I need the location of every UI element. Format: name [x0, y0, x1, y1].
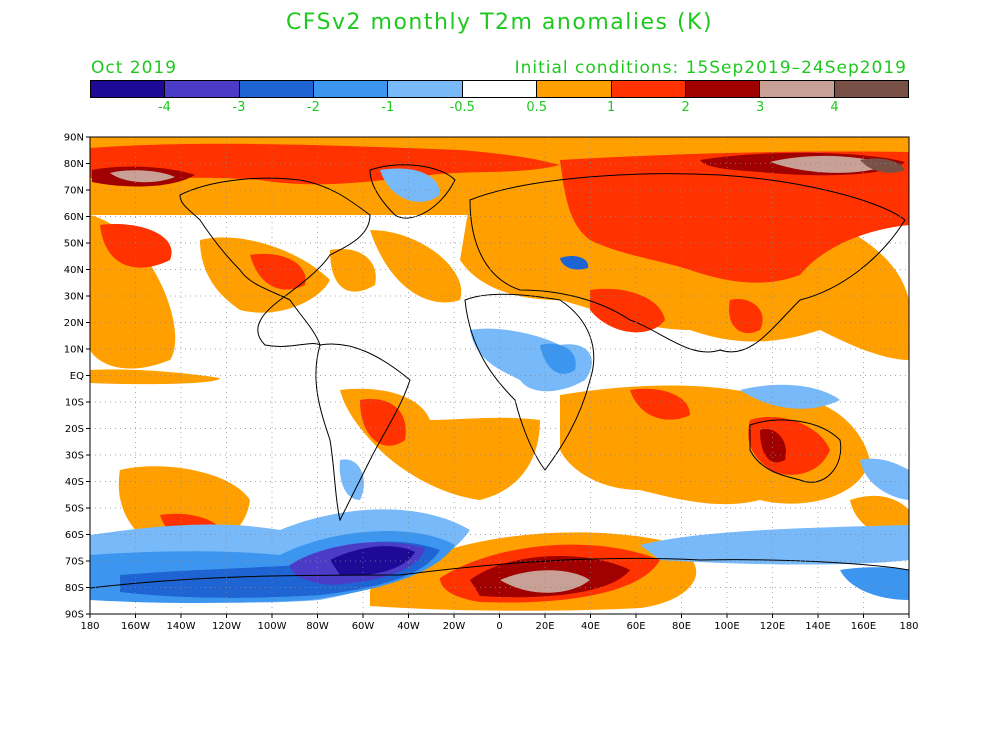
lon-tick-label: 20E: [535, 621, 554, 632]
chart-title: CFSv2 monthly T2m anomalies (K): [285, 10, 714, 35]
valid-month: Oct 2019: [91, 58, 178, 78]
colorbar-tick-label: 4: [830, 100, 839, 115]
colorbar-swatch: [685, 81, 761, 97]
anomaly-above-4: [860, 158, 905, 173]
lon-tick-label: 120E: [760, 621, 785, 632]
colorbar-tick-label: -3: [232, 100, 246, 115]
colorbar-tick-label: 1: [607, 100, 616, 115]
anomaly-3-4: [110, 155, 890, 593]
lon-tick-label: 20W: [443, 621, 466, 632]
lat-tick-label: 10N: [64, 345, 84, 356]
lon-tick-label: 180: [899, 621, 918, 632]
lat-tick-label: 80S: [65, 583, 84, 594]
colorbar-swatch: [834, 81, 908, 97]
colorbar-tick-label: 3: [755, 100, 765, 115]
lon-tick-label: 60E: [626, 621, 645, 632]
lon-tick-label: 180: [80, 621, 99, 632]
lon-tick-label: 160W: [121, 621, 150, 632]
lon-tick-label: 80E: [672, 621, 691, 632]
colorbar-swatch: [314, 81, 389, 97]
lon-tick-label: 140E: [805, 621, 830, 632]
lat-tick-label: 40N: [64, 265, 84, 276]
colorbar-tick-label: -2: [306, 100, 320, 115]
lat-tick-label: 90S: [65, 610, 84, 621]
lat-tick-label: 50S: [65, 504, 84, 515]
initial-conditions: Initial conditions: 15Sep2019–24Sep2019: [514, 58, 907, 78]
lon-tick-label: 100E: [714, 621, 739, 632]
lat-tick-label: 80N: [64, 159, 84, 170]
lon-tick-label: 160E: [851, 621, 876, 632]
lat-tick-label: 70N: [64, 186, 84, 197]
colorbar-tick-label: -0.5: [449, 100, 475, 115]
lat-tick-label: EQ: [70, 371, 84, 382]
colorbar-swatch: [611, 81, 686, 97]
colorbar-swatch: [91, 81, 166, 97]
lat-tick-label: 60S: [65, 530, 84, 541]
colorbar-swatch: [388, 81, 463, 97]
map-field: [90, 137, 909, 614]
lat-tick-label: 50N: [64, 239, 84, 250]
coastlines: [90, 164, 909, 589]
colorbar-swatch: [537, 81, 612, 97]
lon-tick-label: 40E: [581, 621, 600, 632]
lon-tick-label: 0: [496, 621, 502, 632]
colorbar-swatch: [239, 81, 315, 97]
colorbar-tick-label: 2: [681, 100, 690, 115]
lat-tick-label: 40S: [65, 477, 84, 488]
colorbar: [90, 80, 909, 98]
lon-tick-label: 120W: [212, 621, 241, 632]
lon-tick-label: 80W: [306, 621, 329, 632]
lat-tick-label: 90N: [64, 133, 84, 144]
lat-tick-label: 70S: [65, 557, 84, 568]
lat-tick-label: 20N: [64, 318, 84, 329]
anomaly-below-minus-4: [330, 546, 415, 576]
lat-tick-label: 10S: [65, 398, 84, 409]
lat-tick-label: 20S: [65, 424, 84, 435]
lon-tick-label: 40W: [397, 621, 420, 632]
colorbar-swatch: [462, 81, 538, 97]
lat-tick-label: 30S: [65, 451, 84, 462]
colorbar-swatch: [760, 81, 835, 97]
lat-tick-label: 60N: [64, 212, 84, 223]
lat-tick-label: 30N: [64, 292, 84, 303]
axis-ticks: 90N 80N 70N 60N 50N 40N 30N 20N 10N EQ 10S 20S 30S 40…: [64, 133, 919, 633]
lon-tick-label: 140W: [167, 621, 196, 632]
colorbar-tick-label: 0.5: [526, 100, 548, 115]
lon-tick-label: 60W: [352, 621, 375, 632]
lon-tick-label: 100W: [258, 621, 287, 632]
colorbar-tick-label: -4: [157, 100, 171, 115]
colorbar-tick-label: -1: [381, 100, 395, 115]
colorbar-swatch: [165, 81, 240, 97]
